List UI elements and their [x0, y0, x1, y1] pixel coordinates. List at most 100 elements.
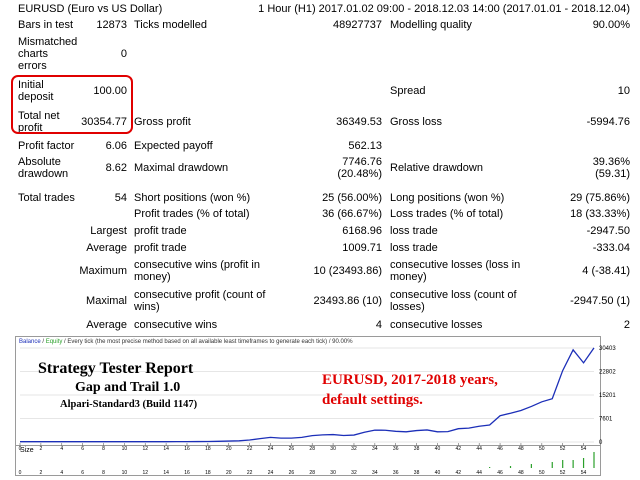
x-tick-label: 4: [60, 470, 63, 476]
x-tick-label: 2: [39, 446, 42, 452]
x-tick-label: 34: [372, 446, 378, 452]
x-tick-label: 22: [247, 470, 253, 476]
ptrades-value: 36 (66.67%): [322, 208, 382, 220]
mcw-value: 10 (23493.86): [313, 265, 383, 277]
maximum-label: Maximum: [79, 265, 127, 277]
x-tick-label: 8: [102, 446, 105, 452]
mcl-value: 4 (-38.41): [582, 265, 630, 277]
y-tick-label: 0: [599, 440, 603, 446]
x-tick-label: 28: [309, 446, 315, 452]
average-label: Average: [86, 242, 127, 254]
ltrades-label: Loss trades (% of total): [390, 208, 504, 220]
x-tick-label: 30: [330, 470, 336, 476]
largest-loss-label: loss trade: [390, 225, 438, 237]
x-tick-label: 48: [518, 446, 524, 452]
equity-legend: Equity: [45, 339, 63, 345]
x-tick-label: 38: [414, 470, 420, 476]
x-tick-label: 32: [351, 446, 357, 452]
x-tick-label: 6: [81, 470, 84, 476]
mcls-label: consecutive loss (count of: [390, 289, 517, 301]
x-tick-label: 44: [476, 446, 482, 452]
maxdd-value: 7746.76: [342, 156, 382, 168]
x-tick-label: 54: [581, 446, 587, 452]
x-tick-label: 2: [39, 470, 42, 476]
mismatch-label: Mismatched: [18, 36, 78, 48]
average2-label: Average: [86, 319, 127, 331]
maxdd-label: Maximal drawdown: [134, 162, 229, 174]
x-tick-label: 50: [539, 446, 545, 452]
y-tick-label: 15201: [599, 393, 616, 399]
trades-label: Total trades: [18, 192, 75, 204]
x-tick-label: 18: [205, 470, 211, 476]
x-tick-label: 36: [393, 446, 399, 452]
x-tick-label: 22: [247, 446, 253, 452]
acl-label: consecutive losses: [390, 319, 483, 331]
long-value: 29 (75.86%): [570, 192, 630, 204]
x-tick-label: 24: [268, 470, 274, 476]
grossprofit-value: 36349.53: [336, 116, 382, 128]
balance-series-line: [20, 347, 595, 443]
x-tick-label: 20: [226, 470, 232, 476]
x-tick-label: 30: [330, 446, 336, 452]
spread-value: 10: [617, 85, 630, 97]
x-tick-label: 42: [456, 470, 462, 476]
absdd-label: Absolute: [18, 156, 61, 168]
x-tick-label: 14: [163, 446, 169, 452]
highlight-box: [11, 75, 133, 134]
period-value: 1 Hour (H1) 2017.01.02 09:00 - 2018.12.0…: [258, 3, 630, 15]
x-tick-label: 42: [456, 446, 462, 452]
y-tick-label: 22802: [599, 370, 616, 376]
netprofit-label: Total net: [18, 110, 60, 122]
x-tick-label: 52: [560, 446, 566, 452]
x-tick-label: 12: [142, 446, 148, 452]
x-tick-label: 10: [122, 470, 128, 476]
x-tick-label: 28: [309, 470, 315, 476]
balance-chart-frame: [15, 336, 601, 476]
size-label: Size: [20, 447, 34, 454]
short-value: 25 (56.00%): [322, 192, 382, 204]
mismatch-value: 0: [120, 48, 127, 60]
ptrades-label: Profit trades (% of total): [134, 208, 250, 220]
symbol-value: EURUSD (Euro vs US Dollar): [18, 3, 163, 15]
quality-value: 90.00%: [592, 19, 630, 31]
x-tick-label: 40: [435, 446, 441, 452]
spread-label: Spread: [390, 85, 426, 97]
netprofit-value: 30354.77: [81, 116, 127, 128]
note-line-2: default settings.: [322, 392, 423, 408]
average-loss-label: loss trade: [390, 242, 438, 254]
mismatch-label: errors: [18, 60, 47, 72]
acl-value: 2: [623, 319, 630, 331]
x-tick-label: 0: [19, 470, 22, 476]
x-tick-label: 10: [122, 446, 128, 452]
caption-rest: / Every tick (the most precise method ba…: [62, 339, 353, 345]
mcw-label: money): [134, 271, 171, 283]
maxdd-value: (20.48%): [337, 168, 382, 180]
mcl-label: money): [390, 271, 427, 283]
x-tick-label: 50: [539, 470, 545, 476]
x-tick-label: 6: [81, 446, 84, 452]
x-tick-label: 26: [289, 470, 295, 476]
x-tick-label: 32: [351, 470, 357, 476]
x-tick-label: 16: [184, 470, 190, 476]
x-tick-label: 4: [60, 446, 63, 452]
x-tick-label: 0: [19, 446, 22, 452]
x-tick-label: 40: [435, 470, 441, 476]
x-tick-label: 24: [268, 446, 274, 452]
reldd-value: (59.31): [595, 168, 630, 180]
pf-value: 6.06: [105, 140, 127, 152]
x-tick-label: 48: [518, 470, 524, 476]
trades-value: 54: [114, 192, 127, 204]
grossprofit-label: Gross profit: [134, 116, 191, 128]
ltrades-value: 18 (33.33%): [570, 208, 630, 220]
average-loss-value: -333.04: [592, 242, 630, 254]
pf-label: Profit factor: [18, 140, 75, 152]
balance-legend: Balance: [19, 339, 41, 345]
report-title: Strategy Tester Report: [38, 360, 194, 377]
deposit-label: deposit: [18, 91, 54, 103]
x-tick-label: 20: [226, 446, 232, 452]
bars-value: 12873: [96, 19, 127, 31]
bars-label: Bars in test: [18, 19, 74, 31]
largest-label: Largest: [90, 225, 127, 237]
report-table: EURUSD (Euro vs US Dollar) 1 Hour (H1) 2…: [11, 3, 630, 331]
chart-separator: [15, 445, 601, 446]
